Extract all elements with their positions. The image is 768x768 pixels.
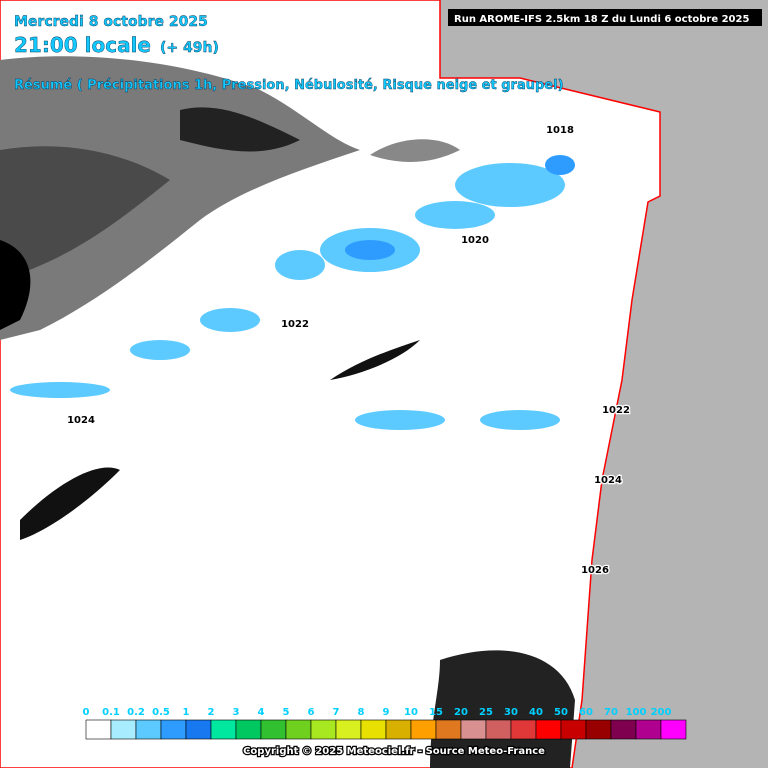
legend-label: 0.2 (127, 707, 145, 718)
legend-swatch (360, 719, 387, 740)
legend-label: 4 (258, 707, 265, 718)
isobar-label: 1024 (594, 475, 622, 486)
legend-swatch (85, 719, 112, 740)
legend-swatch (585, 719, 612, 740)
legend-label: 0.1 (102, 707, 120, 718)
legend-swatch (460, 719, 487, 740)
forecast-date: Mercredi 8 octobre 2025 (14, 14, 208, 30)
legend-swatch (310, 719, 337, 740)
legend-swatch (510, 719, 537, 740)
legend-label: 40 (529, 707, 543, 718)
legend-swatch (385, 719, 412, 740)
legend-label: 9 (383, 707, 390, 718)
legend-label: 10 (404, 707, 418, 718)
map-summary: Résumé ( Précipitations 1h, Pression, Né… (14, 78, 564, 93)
isobar-label: 1022 (281, 319, 309, 330)
legend-label: 5 (283, 707, 290, 718)
legend-swatch (635, 719, 662, 740)
legend-swatch (235, 719, 262, 740)
legend-label: 2 (208, 707, 215, 718)
legend-label: 3 (233, 707, 240, 718)
forecast-time: 21:00 locale (14, 33, 151, 57)
legend-swatch (535, 719, 562, 740)
legend-label: 25 (479, 707, 493, 718)
copyright: Copyright © 2025 Meteociel.fr - Source M… (243, 746, 545, 757)
legend-swatch (560, 719, 587, 740)
legend-label: 0 (83, 707, 90, 718)
legend-label: 6 (308, 707, 315, 718)
isobar-label: 1026 (581, 565, 609, 576)
run-box (448, 9, 762, 26)
legend-swatch (135, 719, 162, 740)
legend-label: 30 (504, 707, 518, 718)
legend-label: 0.5 (152, 707, 170, 718)
legend-label: 60 (579, 707, 593, 718)
lead-time: (+ 49h) (160, 40, 219, 56)
legend-swatch (110, 719, 137, 740)
legend-swatch (285, 719, 312, 740)
legend-swatch (260, 719, 287, 740)
legend-swatch (660, 719, 687, 740)
legend-swatch (335, 719, 362, 740)
precipitation (10, 155, 575, 430)
run-info: Run AROME-IFS 2.5km 18 Z du Lundi 6 octo… (454, 14, 749, 25)
isobar-label: 1024 (67, 415, 95, 426)
legend-label: 7 (333, 707, 340, 718)
legend-label: 100 (626, 707, 647, 718)
legend-label: 50 (554, 707, 568, 718)
isobar-label: 1018 (546, 125, 574, 136)
legend-swatch (610, 719, 637, 740)
legend-label: 70 (604, 707, 618, 718)
legend-swatch (160, 719, 187, 740)
legend-label: 200 (651, 707, 672, 718)
isobar-label: 1020 (461, 235, 489, 246)
isobar-label: 1022 (602, 405, 630, 416)
legend-label: 8 (358, 707, 365, 718)
legend-swatch (210, 719, 237, 740)
legend-swatch (185, 719, 212, 740)
legend-swatch (485, 719, 512, 740)
legend-label: 1 (183, 707, 190, 718)
isobar-labels: 1018 1020 1022 1022 1024 1024 1026 (66, 124, 631, 578)
legend-label: 20 (454, 707, 468, 718)
legend-swatch (435, 719, 462, 740)
legend: 0 0.1 0.2 0.5 1 2 3 4 5 6 7 8 9 10 15 20 25 30 40 50 60 70 100… (83, 707, 687, 740)
legend-swatch (410, 719, 437, 740)
legend-label: 15 (429, 707, 443, 718)
